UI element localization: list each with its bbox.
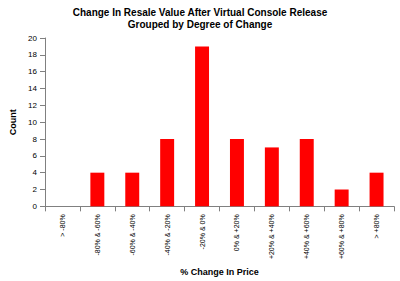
svg-text:+60% & +80%: +60% & +80%	[338, 214, 345, 259]
svg-text:Grouped by Degree of Change: Grouped by Degree of Change	[128, 19, 273, 30]
svg-text:-60% & -40%: -60% & -40%	[129, 214, 136, 255]
svg-text:16: 16	[28, 67, 37, 76]
svg-text:% Change In Price: % Change In Price	[180, 267, 259, 277]
svg-text:4: 4	[33, 168, 38, 177]
svg-text:-20% & 0%: -20% & 0%	[199, 214, 206, 249]
svg-text:Change In Resale Value After V: Change In Resale Value After Virtual Con…	[73, 7, 328, 18]
svg-text:10: 10	[28, 118, 37, 127]
svg-text:-80% & -60%: -80% & -60%	[94, 214, 101, 255]
svg-text:Count: Count	[8, 109, 18, 135]
svg-text:> -80%: > -80%	[59, 214, 66, 236]
svg-text:2: 2	[33, 185, 38, 194]
svg-text:> +80%: > +80%	[373, 214, 380, 238]
svg-text:+40% & +60%: +40% & +60%	[303, 214, 310, 259]
svg-text:12: 12	[28, 101, 37, 110]
svg-text:14: 14	[28, 84, 37, 93]
svg-text:+20% & +40%: +20% & +40%	[268, 214, 275, 259]
svg-text:20: 20	[28, 34, 37, 43]
svg-text:18: 18	[28, 50, 37, 59]
svg-text:8: 8	[33, 135, 38, 144]
svg-text:0: 0	[33, 202, 38, 211]
svg-text:0% & +20%: 0% & +20%	[233, 214, 240, 251]
svg-text:6: 6	[33, 151, 38, 160]
svg-text:-40% & -20%: -40% & -20%	[164, 214, 171, 255]
